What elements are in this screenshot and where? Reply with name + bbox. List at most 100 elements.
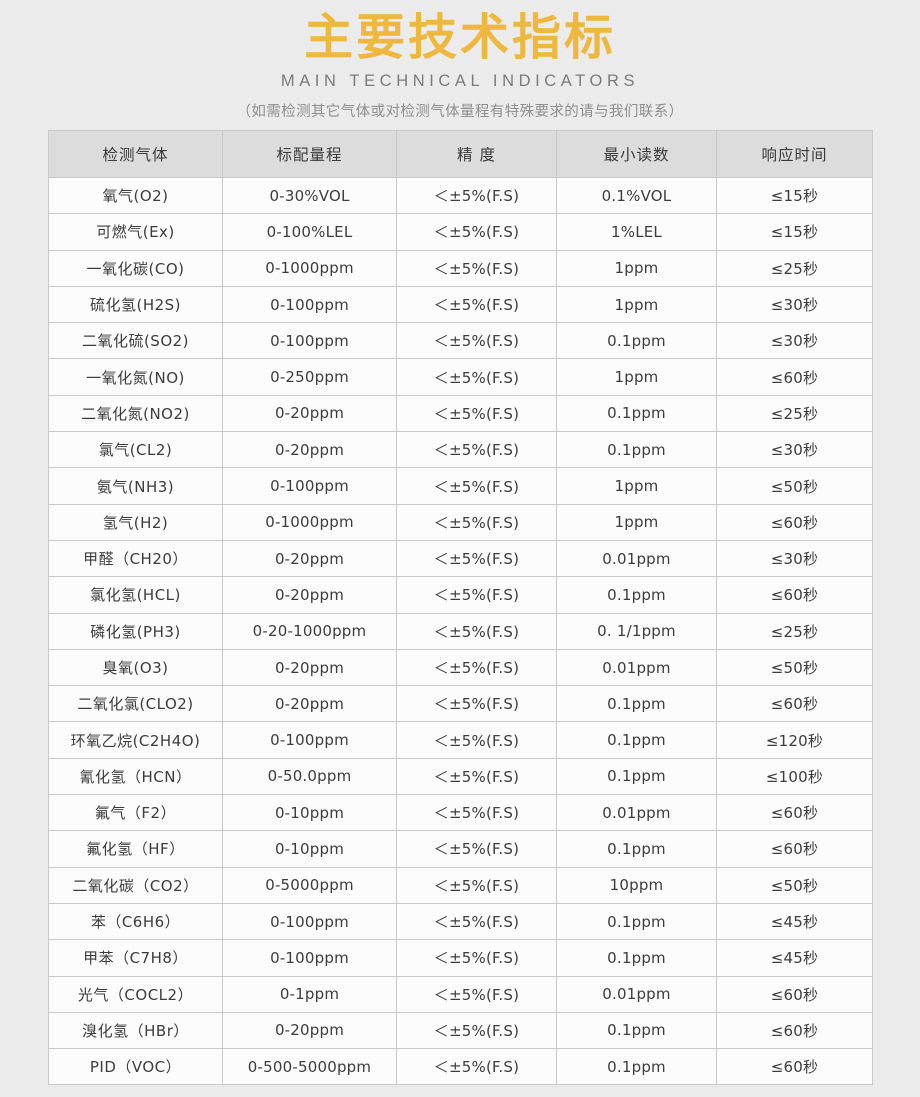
cell-response-time: ≤60秒 xyxy=(716,975,873,1013)
cell-accuracy: ＜±5%(F.S) xyxy=(396,794,557,832)
cell-gas: 二氧化硫(SO2) xyxy=(48,322,223,360)
table-row: 氯气(CL2) 0-20ppm ＜±5%(F.S) 0.1ppm ≤30秒 xyxy=(48,431,873,469)
cell-range: 0-30%VOL xyxy=(222,176,397,215)
specifications-table-container: 检测气体 标配量程 精 度 最小读数 响应时间 氧气(O2) 0-30%VOL ＜±… xyxy=(48,130,873,1086)
cell-resolution: 0.1ppm xyxy=(556,939,717,977)
cell-gas: 臭氧(O3) xyxy=(48,648,223,687)
cell-range: 0-100%LEL xyxy=(222,213,397,251)
cell-response-time: ≤50秒 xyxy=(716,648,873,687)
cell-response-time: ≤60秒 xyxy=(716,1011,873,1050)
table-row: 氢气(H2) 0-1000ppm ＜±5%(F.S) 1ppm ≤60秒 xyxy=(48,503,873,541)
cell-accuracy: ＜±5%(F.S) xyxy=(396,249,557,287)
cell-response-time: ≤120秒 xyxy=(716,721,873,759)
cell-gas: 光气（COCL2） xyxy=(48,975,223,1013)
cell-response-time: ≤45秒 xyxy=(716,902,873,941)
cell-gas: 氯气(CL2) xyxy=(48,431,223,469)
table-row: 一氧化碳(CO) 0-1000ppm ＜±5%(F.S) 1ppm ≤25秒 xyxy=(48,249,873,287)
table-row: 氧气(O2) 0-30%VOL ＜±5%(F.S) 0.1%VOL ≤15秒 xyxy=(48,176,873,215)
cell-range: 0-100ppm xyxy=(222,285,397,324)
cell-range: 0-20ppm xyxy=(222,576,397,614)
table-row: 氯化氢(HCL) 0-20ppm ＜±5%(F.S) 0.1ppm ≤60秒 xyxy=(48,576,873,614)
table-row: 一氧化氮(NO) 0-250ppm ＜±5%(F.S) 1ppm ≤60秒 xyxy=(48,358,873,396)
cell-range: 0-20ppm xyxy=(222,1011,397,1050)
cell-response-time: ≤30秒 xyxy=(716,285,873,324)
cell-range: 0-100ppm xyxy=(222,939,397,977)
cell-range: 0-20ppm xyxy=(222,431,397,469)
cell-resolution: 10ppm xyxy=(556,866,717,904)
cell-response-time: ≤30秒 xyxy=(716,322,873,360)
cell-response-time: ≤50秒 xyxy=(716,866,873,904)
cell-gas: 可燃气(Ex) xyxy=(48,213,223,251)
page-note: （如需检测其它气体或对检测气体量程有特殊要求的请与我们联系） xyxy=(236,104,684,121)
cell-accuracy: ＜±5%(F.S) xyxy=(396,431,557,469)
table-row: 磷化氢(PH3) 0-20-1000ppm ＜±5%(F.S) 0. 1/1ppm ≤2… xyxy=(48,612,873,650)
cell-accuracy: ＜±5%(F.S) xyxy=(396,685,557,723)
cell-response-time: ≤25秒 xyxy=(716,394,873,433)
cell-accuracy: ＜±5%(F.S) xyxy=(396,757,557,796)
cell-gas: 氯化氢(HCL) xyxy=(48,576,223,614)
cell-range: 0-20-1000ppm xyxy=(222,612,397,650)
cell-gas: 环氧乙烷(C2H4O) xyxy=(48,721,223,759)
column-header-gas: 检测气体 xyxy=(48,130,223,178)
cell-accuracy: ＜±5%(F.S) xyxy=(396,939,557,977)
cell-range: 0-20ppm xyxy=(222,394,397,433)
cell-resolution: 0.1ppm xyxy=(556,902,717,941)
table-row: 可燃气(Ex) 0-100%LEL ＜±5%(F.S) 1%LEL ≤15秒 xyxy=(48,213,873,251)
cell-gas: 一氧化碳(CO) xyxy=(48,249,223,287)
cell-accuracy: ＜±5%(F.S) xyxy=(396,176,557,215)
cell-accuracy: ＜±5%(F.S) xyxy=(396,576,557,614)
cell-response-time: ≤30秒 xyxy=(716,539,873,578)
cell-range: 0-1000ppm xyxy=(222,503,397,541)
table-row: 氟化氢（HF） 0-10ppm ＜±5%(F.S) 0.1ppm ≤60秒 xyxy=(48,830,873,868)
cell-resolution: 1%LEL xyxy=(556,213,717,251)
cell-range: 0-20ppm xyxy=(222,685,397,723)
table-row: 甲醛（CH20） 0-20ppm ＜±5%(F.S) 0.01ppm ≤30秒 xyxy=(48,539,873,578)
table-header-row: 检测气体 标配量程 精 度 最小读数 响应时间 xyxy=(48,130,873,178)
cell-gas: 氟化氢（HF） xyxy=(48,830,223,868)
table-row: 氰化氢（HCN） 0-50.0ppm ＜±5%(F.S) 0.1ppm ≤100秒 xyxy=(48,757,873,796)
cell-response-time: ≤60秒 xyxy=(716,576,873,614)
cell-resolution: 0.1ppm xyxy=(556,394,717,433)
table-row: 二氧化氯(CLO2) 0-20ppm ＜±5%(F.S) 0.1ppm ≤60秒 xyxy=(48,685,873,723)
cell-gas: 氢气(H2) xyxy=(48,503,223,541)
cell-range: 0-100ppm xyxy=(222,902,397,941)
cell-gas: 硫化氢(H2S) xyxy=(48,285,223,324)
table-row: 光气（COCL2） 0-1ppm ＜±5%(F.S) 0.01ppm ≤60秒 xyxy=(48,975,873,1013)
cell-range: 0-10ppm xyxy=(222,794,397,832)
cell-range: 0-5000ppm xyxy=(222,866,397,904)
cell-response-time: ≤15秒 xyxy=(716,176,873,215)
cell-accuracy: ＜±5%(F.S) xyxy=(396,467,557,505)
table-body: 氧气(O2) 0-30%VOL ＜±5%(F.S) 0.1%VOL ≤15秒 可燃气(Ex… xyxy=(48,176,873,1086)
cell-accuracy: ＜±5%(F.S) xyxy=(396,612,557,650)
cell-range: 0-100ppm xyxy=(222,721,397,759)
table-row: PID（VOC） 0-500-5000ppm ＜±5%(F.S) 0.1ppm ≤60秒 xyxy=(48,1048,873,1086)
cell-accuracy: ＜±5%(F.S) xyxy=(396,1048,557,1086)
cell-accuracy: ＜±5%(F.S) xyxy=(396,830,557,868)
cell-range: 0-1000ppm xyxy=(222,249,397,287)
cell-resolution: 0.01ppm xyxy=(556,648,717,687)
cell-resolution: 0.1ppm xyxy=(556,322,717,360)
table-row: 二氧化硫(SO2) 0-100ppm ＜±5%(F.S) 0.1ppm ≤30秒 xyxy=(48,322,873,360)
cell-gas: PID（VOC） xyxy=(48,1048,223,1086)
cell-response-time: ≤25秒 xyxy=(716,249,873,287)
cell-range: 0-100ppm xyxy=(222,467,397,505)
page-title: 主要技术指标 xyxy=(303,9,616,66)
cell-range: 0-250ppm xyxy=(222,358,397,396)
cell-accuracy: ＜±5%(F.S) xyxy=(396,648,557,687)
cell-response-time: ≤15秒 xyxy=(716,213,873,251)
table-row: 硫化氢(H2S) 0-100ppm ＜±5%(F.S) 1ppm ≤30秒 xyxy=(48,285,873,324)
cell-resolution: 0.1%VOL xyxy=(556,176,717,215)
table-row: 二氧化碳（CO2） 0-5000ppm ＜±5%(F.S) 10ppm ≤50秒 xyxy=(48,866,873,904)
cell-response-time: ≤60秒 xyxy=(716,503,873,541)
column-header-response-time: 响应时间 xyxy=(716,130,873,178)
page-subtitle-english: MAIN TECHNICAL INDICATORS xyxy=(280,72,640,91)
cell-response-time: ≤30秒 xyxy=(716,431,873,469)
table-row: 苯（C6H6） 0-100ppm ＜±5%(F.S) 0.1ppm ≤45秒 xyxy=(48,902,873,941)
cell-accuracy: ＜±5%(F.S) xyxy=(396,721,557,759)
cell-range: 0-20ppm xyxy=(222,648,397,687)
cell-accuracy: ＜±5%(F.S) xyxy=(396,322,557,360)
cell-gas: 二氧化氮(NO2) xyxy=(48,394,223,433)
cell-resolution: 0.01ppm xyxy=(556,975,717,1013)
cell-resolution: 0. 1/1ppm xyxy=(556,612,717,650)
cell-accuracy: ＜±5%(F.S) xyxy=(396,358,557,396)
